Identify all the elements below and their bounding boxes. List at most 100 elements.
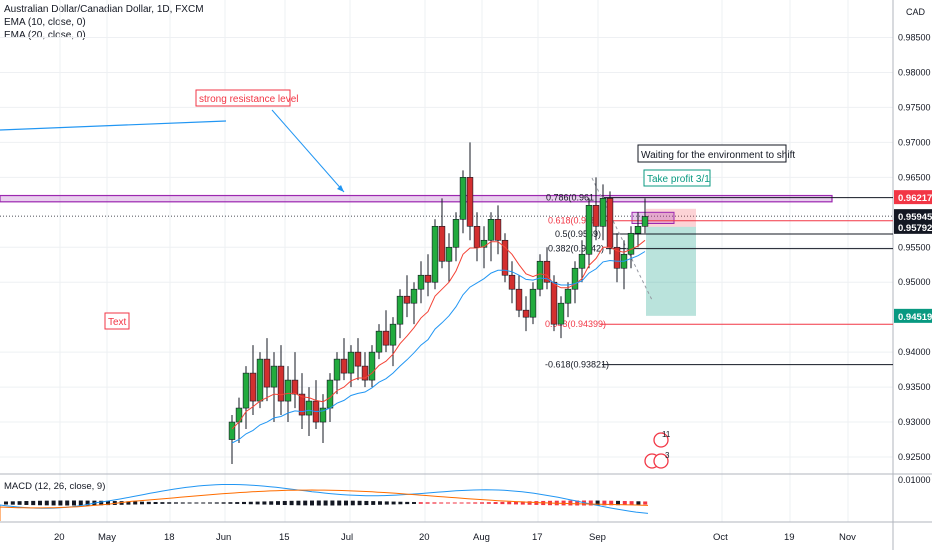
x-tick: May bbox=[98, 532, 116, 543]
macd-line bbox=[0, 484, 649, 519]
take-profit-label: Take profit 3/1 bbox=[643, 169, 711, 187]
candle-body bbox=[382, 330, 390, 346]
take-profit-label-frame bbox=[643, 169, 711, 187]
candle-body bbox=[515, 288, 523, 311]
resistance-zone bbox=[0, 194, 833, 203]
macd-hist-bar bbox=[371, 501, 376, 505]
event-count: 11 bbox=[662, 430, 671, 439]
fib-label: 0.5(0.9569) bbox=[555, 229, 601, 239]
currency-label: CAD bbox=[906, 7, 926, 17]
macd-hist-bar bbox=[38, 500, 42, 506]
candle-body bbox=[494, 218, 502, 241]
x-tick: 17 bbox=[532, 532, 543, 543]
fib-label: -0.618(0.93821) bbox=[545, 360, 609, 370]
candle-body bbox=[459, 177, 467, 220]
take-profit-label-text: Take profit 3/1 bbox=[647, 174, 710, 185]
y-tick: 0.97000 bbox=[898, 137, 931, 147]
macd-hist-bar bbox=[208, 502, 212, 504]
indicator-ema10: EMA (10, close, 0) bbox=[4, 17, 86, 28]
candle-body bbox=[487, 218, 495, 241]
macd-hist-bar bbox=[24, 501, 29, 505]
candle-body bbox=[424, 274, 432, 283]
y-tick: 0.92500 bbox=[898, 452, 931, 462]
y-tick: 0.93000 bbox=[898, 417, 931, 427]
macd-hist-bar bbox=[242, 501, 246, 505]
macd-hist-bar bbox=[405, 501, 410, 505]
waiting-label-frame bbox=[637, 144, 787, 163]
candle-body bbox=[564, 288, 572, 304]
event-circle bbox=[653, 453, 669, 469]
candle-body bbox=[557, 302, 565, 325]
candle-body bbox=[354, 351, 362, 367]
macd-hist-bar bbox=[439, 502, 444, 504]
macd-hist-bar bbox=[493, 502, 498, 504]
macd-hist-bar bbox=[276, 501, 280, 505]
macd-hist-bar bbox=[575, 500, 580, 506]
x-tick: Sep bbox=[589, 532, 606, 543]
macd-hist-bar bbox=[201, 502, 206, 504]
macd-hist-bar bbox=[140, 501, 144, 505]
fib-label: 0.943(0.94399) bbox=[545, 319, 606, 329]
candle-body bbox=[326, 379, 334, 409]
macd-hist-bar bbox=[99, 500, 104, 506]
candle-body bbox=[550, 281, 558, 325]
macd-hist-bar bbox=[4, 501, 8, 505]
macd-hist-bar bbox=[133, 501, 138, 505]
macd-hist-bar bbox=[616, 500, 620, 506]
macd-hist-bar bbox=[412, 502, 416, 504]
take-profit-zone bbox=[646, 226, 696, 316]
macd-hist-bar bbox=[187, 502, 192, 504]
y-tick: 0.98000 bbox=[898, 67, 931, 77]
trendline bbox=[0, 120, 227, 131]
x-tick: 20 bbox=[54, 532, 65, 543]
resistance-label: strong resistance level bbox=[195, 89, 299, 107]
macd-hist-bar bbox=[228, 502, 233, 504]
macd-hist-bar bbox=[384, 501, 389, 505]
macd-hist-bar bbox=[174, 502, 178, 504]
macd-hist-bar bbox=[568, 500, 573, 506]
fib-label: 0.382(0.9542) bbox=[548, 244, 604, 254]
candle-body bbox=[501, 239, 509, 276]
event-circle bbox=[653, 432, 669, 448]
x-tick: Aug bbox=[473, 532, 490, 543]
macd-hist-bar bbox=[146, 501, 151, 505]
macd-hist-bar bbox=[323, 500, 328, 506]
macd-hist-bar bbox=[473, 502, 478, 504]
text-label-frame bbox=[104, 312, 130, 330]
candle-body bbox=[522, 309, 530, 318]
macd-hist-bar bbox=[609, 500, 614, 506]
fib-connector bbox=[591, 177, 653, 301]
candle-body bbox=[585, 205, 593, 255]
candle-body bbox=[368, 351, 376, 381]
macd-hist-bar bbox=[17, 501, 22, 505]
macd-hist-bar bbox=[153, 502, 158, 504]
macd-hist-bar bbox=[514, 501, 518, 505]
macd-hist-bar bbox=[31, 500, 36, 506]
macd-hist-bar bbox=[221, 502, 226, 504]
waiting-label-text: Waiting for the environment to shift bbox=[641, 150, 795, 161]
candle-body bbox=[270, 365, 278, 388]
resistance-arrow bbox=[271, 109, 345, 193]
macd-hist-bar bbox=[296, 500, 301, 506]
signal-line bbox=[0, 489, 649, 521]
small-zone bbox=[631, 211, 675, 224]
macd-hist-bar bbox=[364, 500, 369, 506]
x-tick: Jul bbox=[341, 532, 353, 543]
x-tick: Nov bbox=[839, 532, 856, 543]
y-tick: 0.93500 bbox=[898, 382, 931, 392]
macd-hist-bar bbox=[316, 500, 321, 506]
macd-hist-bar bbox=[337, 500, 342, 506]
macd-hist-bar bbox=[391, 501, 396, 505]
macd-hist-bar bbox=[289, 500, 294, 506]
candle-body bbox=[592, 205, 600, 227]
resistance-label-frame bbox=[195, 89, 291, 107]
macd-hist-bar bbox=[180, 502, 185, 504]
indicator-ema20: EMA (20, close, 0) bbox=[4, 30, 86, 41]
macd-hist-bar bbox=[622, 500, 627, 506]
x-tick: 20 bbox=[419, 532, 430, 543]
price-label-bg bbox=[894, 308, 932, 323]
candle-body bbox=[277, 365, 285, 402]
x-tick: 15 bbox=[279, 532, 290, 543]
candle-body bbox=[403, 295, 411, 304]
